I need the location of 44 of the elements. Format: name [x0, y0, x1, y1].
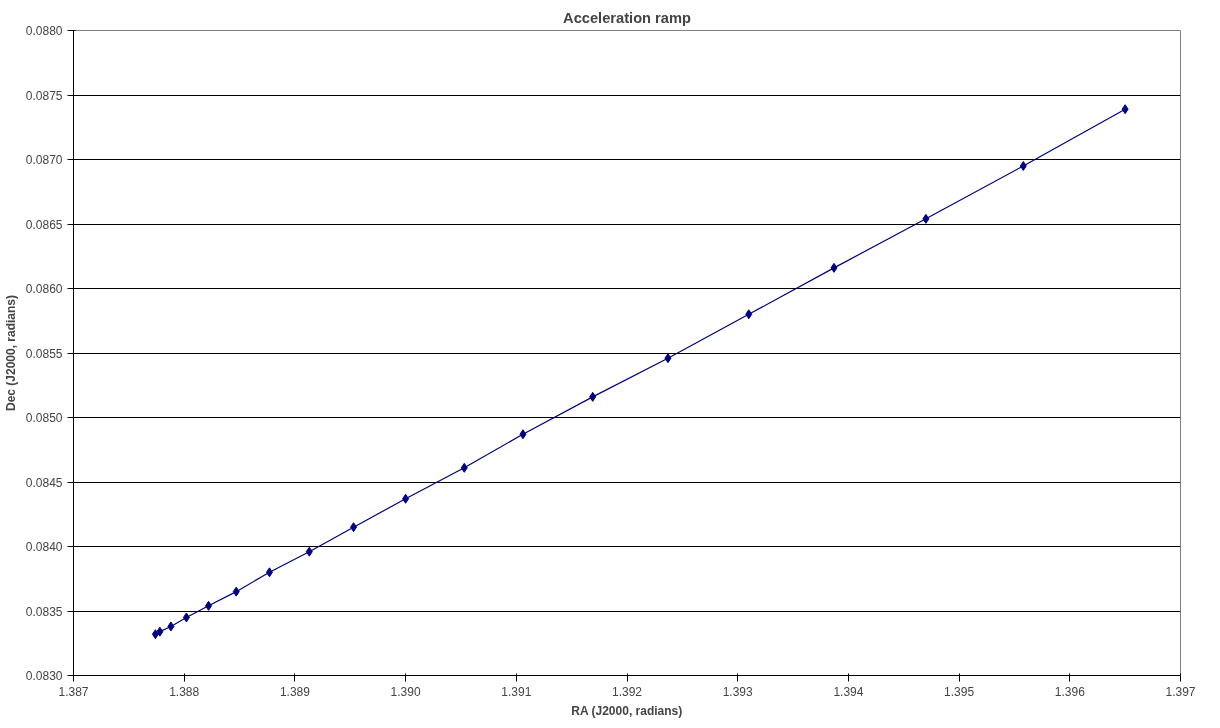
y-tick-label: 0.0855 [25, 346, 63, 361]
y-tick-label: 0.0835 [25, 604, 63, 619]
point [745, 309, 753, 320]
point [167, 621, 175, 632]
point [156, 626, 164, 637]
y-tick-label: 0.0840 [25, 540, 63, 554]
point [460, 462, 468, 473]
y-tick-label: 0.0830 [25, 669, 63, 683]
point [922, 213, 930, 224]
y-tick-label: 0.0860 [25, 282, 63, 296]
y-tick-label: 0.0845 [25, 475, 63, 490]
x-tick-label: 1.389 [279, 684, 311, 699]
x-tick-label: 1.395 [944, 684, 975, 699]
point [1019, 160, 1027, 171]
point [305, 546, 313, 557]
point [830, 262, 838, 273]
x-tick-label: 1.390 [390, 684, 421, 699]
x-tick-label: 1.388 [169, 684, 200, 699]
point [664, 353, 672, 364]
y-tick-label: 0.0870 [25, 153, 63, 167]
x-tick-label: 1.393 [722, 684, 754, 699]
point [265, 567, 273, 578]
x-tick-label: 1.392 [611, 684, 643, 699]
x-axis-title: RA (J2000, radians) [571, 703, 683, 718]
x-tick-label: 1.397 [1165, 684, 1196, 699]
point [350, 522, 358, 533]
y-tick-label: 0.0880 [25, 24, 63, 38]
x-tick-label: 1.396 [1054, 684, 1086, 699]
x-tick-label: 1.394 [833, 684, 864, 699]
point [519, 429, 527, 440]
y-tick-label: 0.0865 [25, 217, 63, 232]
point [589, 391, 597, 402]
point [232, 586, 240, 597]
point [1121, 104, 1129, 115]
point [402, 493, 410, 504]
x-tick-label: 1.387 [58, 684, 89, 699]
point [182, 612, 190, 623]
y-axis-title: Dec (J2000, radians) [3, 294, 18, 412]
point [205, 600, 213, 611]
x-tick-label: 1.391 [501, 684, 532, 699]
point [151, 629, 159, 640]
y-tick-label: 0.0850 [25, 411, 63, 425]
y-tick-label: 0.0875 [25, 88, 63, 103]
chart-title: Acceleration ramp [563, 9, 691, 26]
